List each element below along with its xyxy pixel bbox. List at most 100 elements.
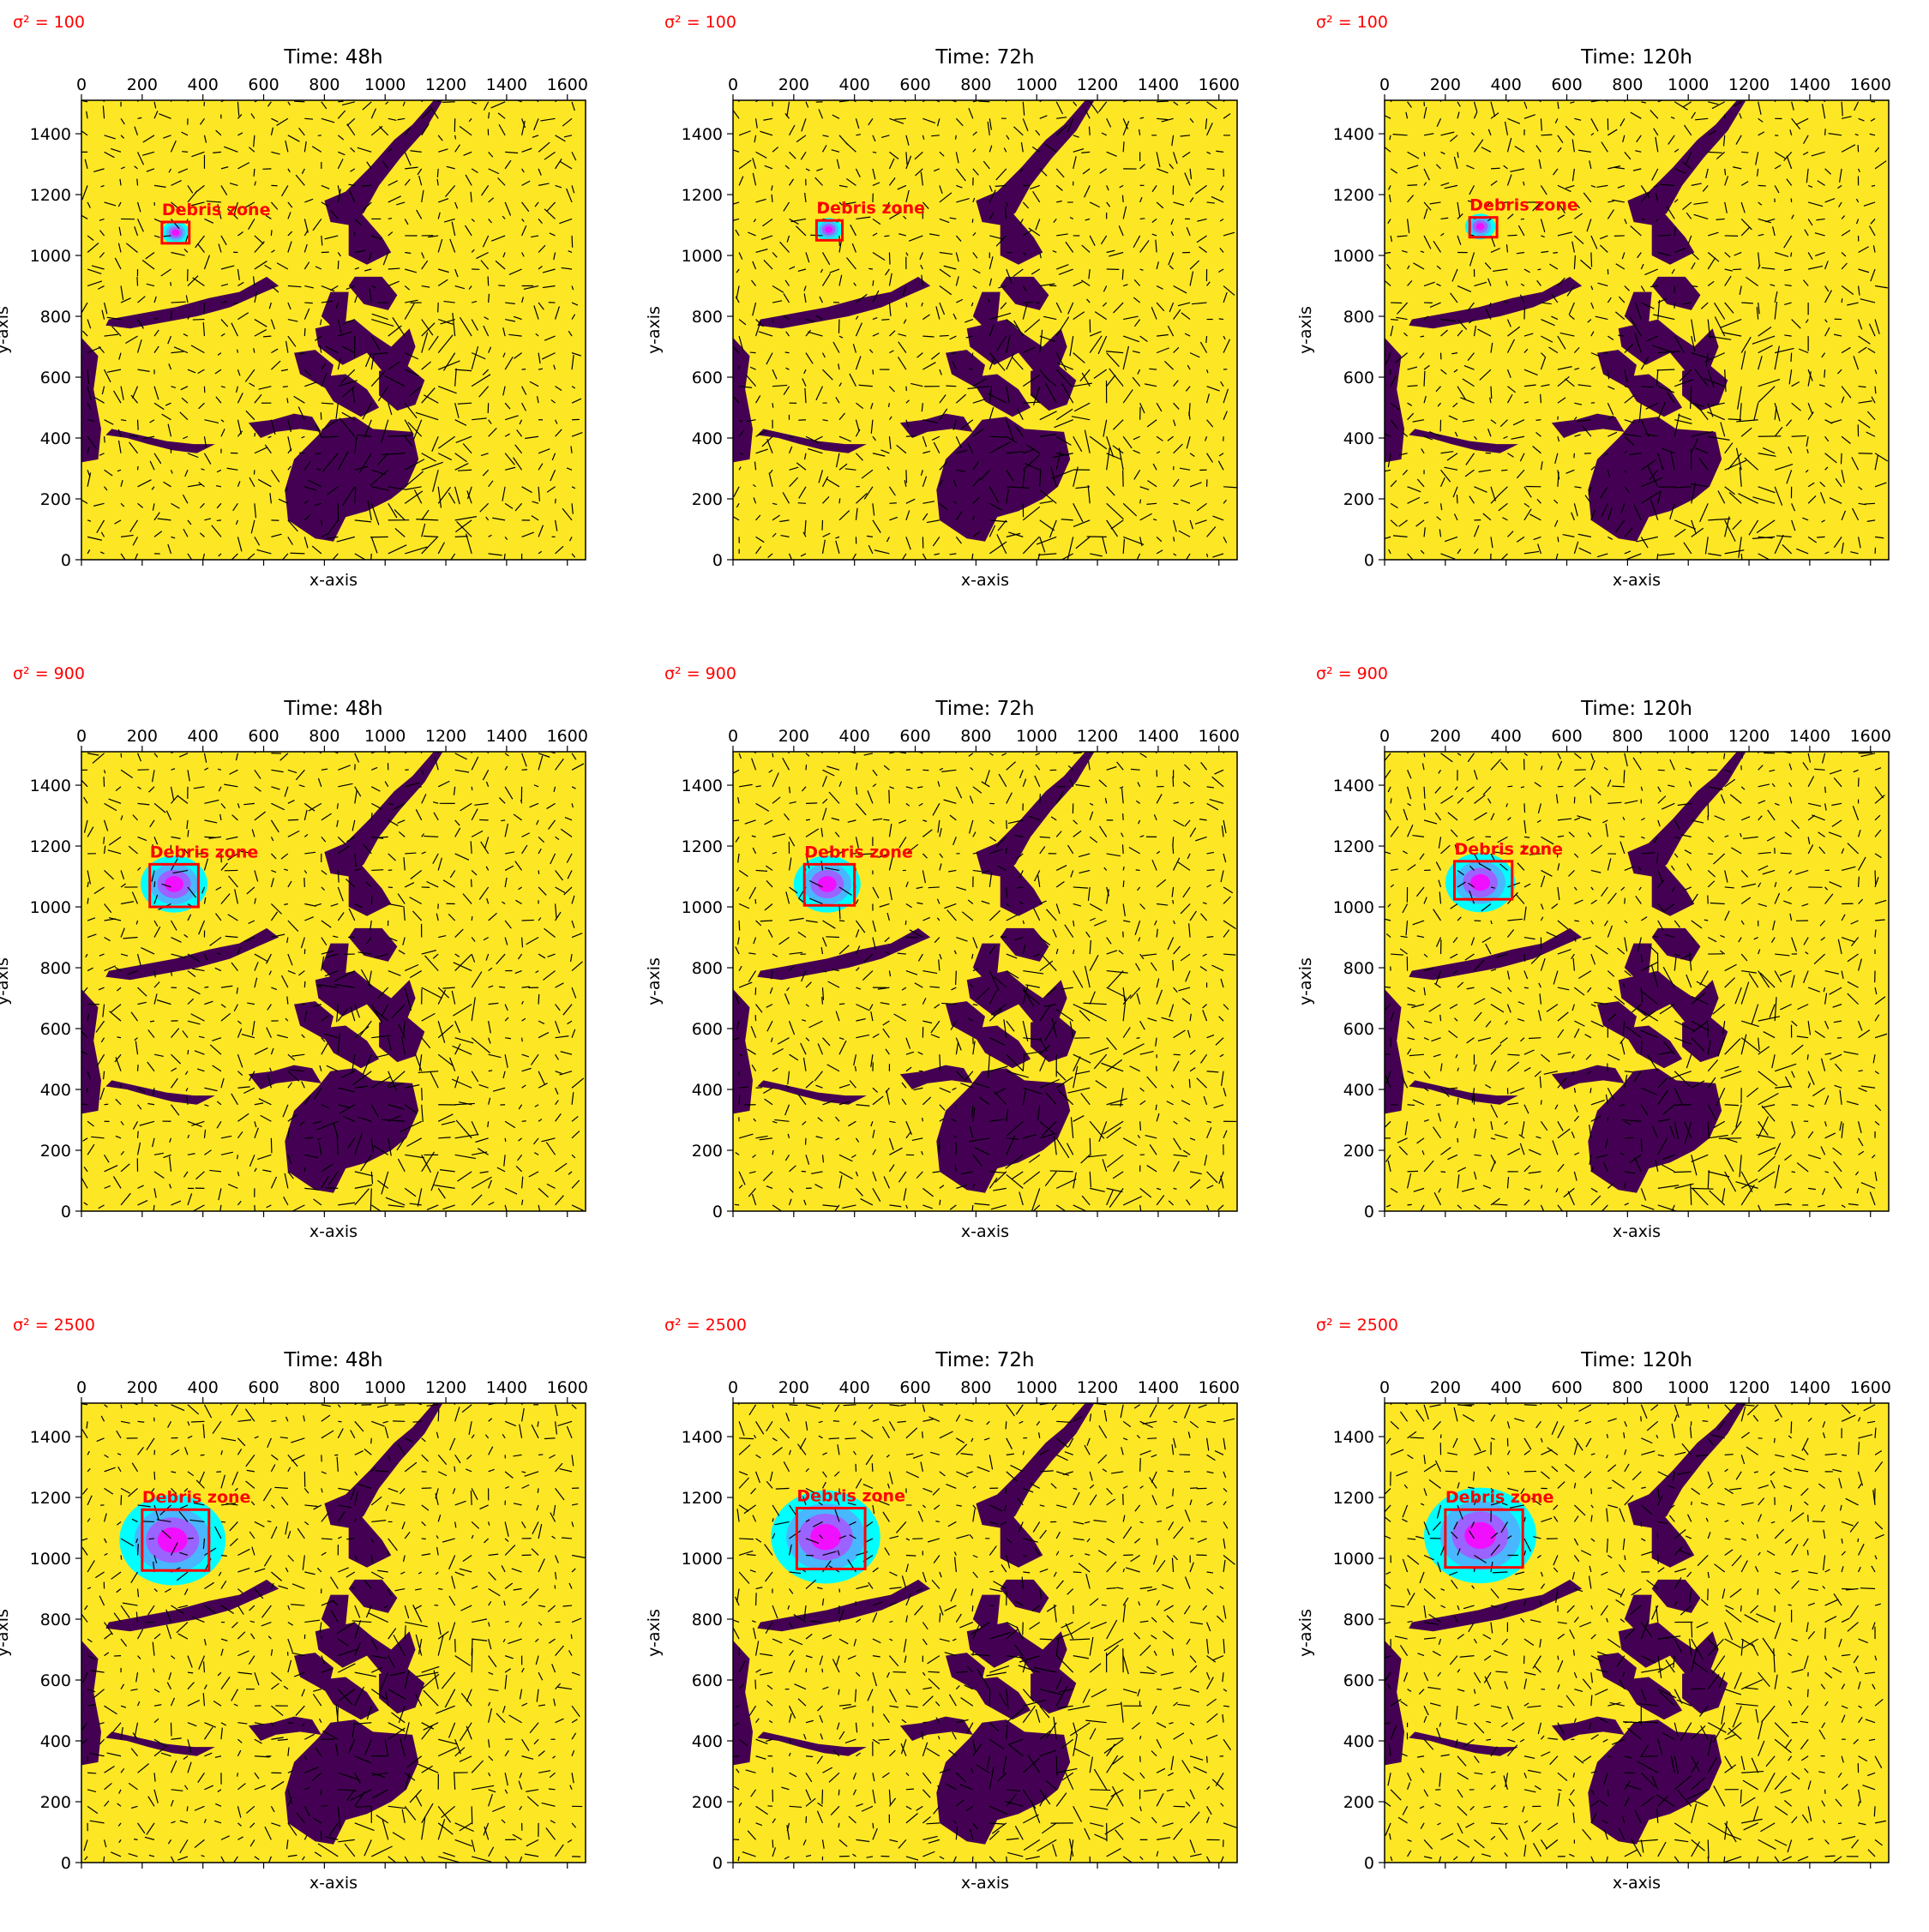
velocity-arrow bbox=[972, 219, 973, 222]
velocity-arrow bbox=[739, 921, 740, 931]
velocity-arrow bbox=[868, 268, 873, 269]
velocity-arrow bbox=[806, 819, 810, 820]
x-tick-label: 1600 bbox=[1199, 75, 1240, 94]
x-axis-bottom bbox=[1385, 560, 1871, 566]
x-tick-label: 600 bbox=[899, 727, 930, 746]
velocity-arrow bbox=[1436, 1105, 1440, 1106]
velocity-arrow bbox=[271, 230, 272, 236]
x-tick-label: 1600 bbox=[1199, 727, 1240, 746]
velocity-arrow bbox=[750, 352, 756, 353]
x-tick-label: 0 bbox=[76, 727, 87, 746]
y-tick-label: 200 bbox=[1343, 490, 1374, 509]
velocity-arrow bbox=[505, 1138, 506, 1142]
x-tick-label: 400 bbox=[839, 727, 870, 746]
y-tick-label: 1000 bbox=[30, 247, 71, 266]
debris-zone-label: Debris zone bbox=[1469, 196, 1578, 215]
velocity-arrow bbox=[873, 369, 874, 375]
x-tick-label: 200 bbox=[127, 727, 158, 746]
y-tick-label: 1400 bbox=[682, 125, 723, 144]
y-tick-label: 0 bbox=[712, 551, 723, 570]
velocity-arrow bbox=[1440, 96, 1441, 102]
velocity-arrow bbox=[522, 369, 526, 370]
velocity-arrow bbox=[1090, 1138, 1091, 1155]
velocity-arrow bbox=[522, 770, 527, 771]
velocity-arrow bbox=[1074, 1038, 1090, 1039]
velocity-arrow bbox=[171, 87, 173, 102]
y-tick-label: 0 bbox=[712, 1203, 723, 1221]
velocity-arrow bbox=[806, 765, 807, 770]
x-tick-label: 600 bbox=[248, 727, 279, 746]
y-tick-label: 200 bbox=[692, 1142, 723, 1161]
sigma-label: σ² = 900 bbox=[13, 664, 85, 683]
velocity-arrow bbox=[338, 101, 343, 102]
velocity-arrow bbox=[772, 403, 773, 407]
y-tick-label: 1000 bbox=[30, 898, 71, 917]
velocity-arrow bbox=[884, 236, 889, 237]
velocity-arrow bbox=[1791, 353, 1792, 362]
y-tick-label: 0 bbox=[61, 551, 71, 570]
y-tick-label: 1000 bbox=[1333, 247, 1374, 266]
velocity-arrow bbox=[405, 853, 416, 854]
velocity-arrow bbox=[1733, 269, 1741, 270]
velocity-arrow bbox=[839, 498, 840, 503]
velocity-arrow bbox=[418, 787, 422, 788]
y-tick-label: 600 bbox=[692, 1020, 723, 1039]
velocity-arrow bbox=[304, 118, 313, 119]
velocity-arrow bbox=[204, 303, 205, 314]
velocity-arrow bbox=[1157, 101, 1169, 102]
velocity-arrow bbox=[1841, 453, 1842, 465]
y-tick-label: 400 bbox=[692, 429, 723, 448]
y-tick-label: 600 bbox=[40, 1020, 71, 1039]
velocity-arrow bbox=[254, 169, 255, 177]
velocity-arrow bbox=[922, 1118, 923, 1121]
debris-zone-label: Debris zone bbox=[150, 843, 259, 861]
x-tick-label: 1400 bbox=[1138, 727, 1179, 746]
velocity-arrow bbox=[1758, 185, 1766, 186]
velocity-arrow bbox=[138, 466, 139, 470]
velocity-arrow bbox=[755, 899, 756, 904]
panel-title: Time: 48h bbox=[283, 698, 382, 720]
x-tick-label: 600 bbox=[248, 75, 279, 94]
velocity-arrow bbox=[488, 276, 489, 285]
velocity-arrow bbox=[1728, 419, 1742, 420]
velocity-arrow bbox=[105, 1104, 109, 1105]
y-tick-label: 1400 bbox=[30, 125, 71, 144]
y-tick-label: 800 bbox=[40, 959, 71, 978]
velocity-arrow bbox=[371, 813, 372, 820]
velocity-arrow bbox=[1825, 129, 1826, 135]
x-tick-label: 200 bbox=[127, 75, 158, 94]
velocity-arrow bbox=[1440, 1015, 1441, 1021]
y-tick-label: 1000 bbox=[682, 898, 723, 917]
velocity-arrow bbox=[1207, 870, 1215, 871]
velocity-arrow bbox=[1189, 1079, 1190, 1088]
y-tick-label: 800 bbox=[692, 959, 723, 978]
velocity-arrow bbox=[138, 420, 139, 430]
velocity-arrow bbox=[1174, 1054, 1181, 1055]
velocity-arrow bbox=[1122, 195, 1123, 202]
sigma-label: σ² = 100 bbox=[664, 13, 736, 32]
velocity-arrow bbox=[889, 252, 890, 264]
velocity-arrow bbox=[1173, 837, 1174, 845]
velocity-arrow bbox=[1537, 269, 1541, 270]
panel-title: Time: 48h bbox=[283, 46, 382, 69]
velocity-arrow bbox=[325, 1188, 338, 1189]
x-axis-bottom bbox=[81, 560, 568, 566]
x-tick-label: 1200 bbox=[425, 75, 466, 94]
velocity-arrow bbox=[150, 1021, 154, 1022]
velocity-arrow bbox=[1491, 168, 1500, 169]
velocity-arrow bbox=[1865, 503, 1875, 504]
velocity-arrow bbox=[117, 1037, 122, 1038]
velocity-arrow bbox=[1875, 387, 1876, 393]
y-tick-label: 0 bbox=[1364, 551, 1374, 570]
velocity-arrow bbox=[489, 294, 490, 303]
